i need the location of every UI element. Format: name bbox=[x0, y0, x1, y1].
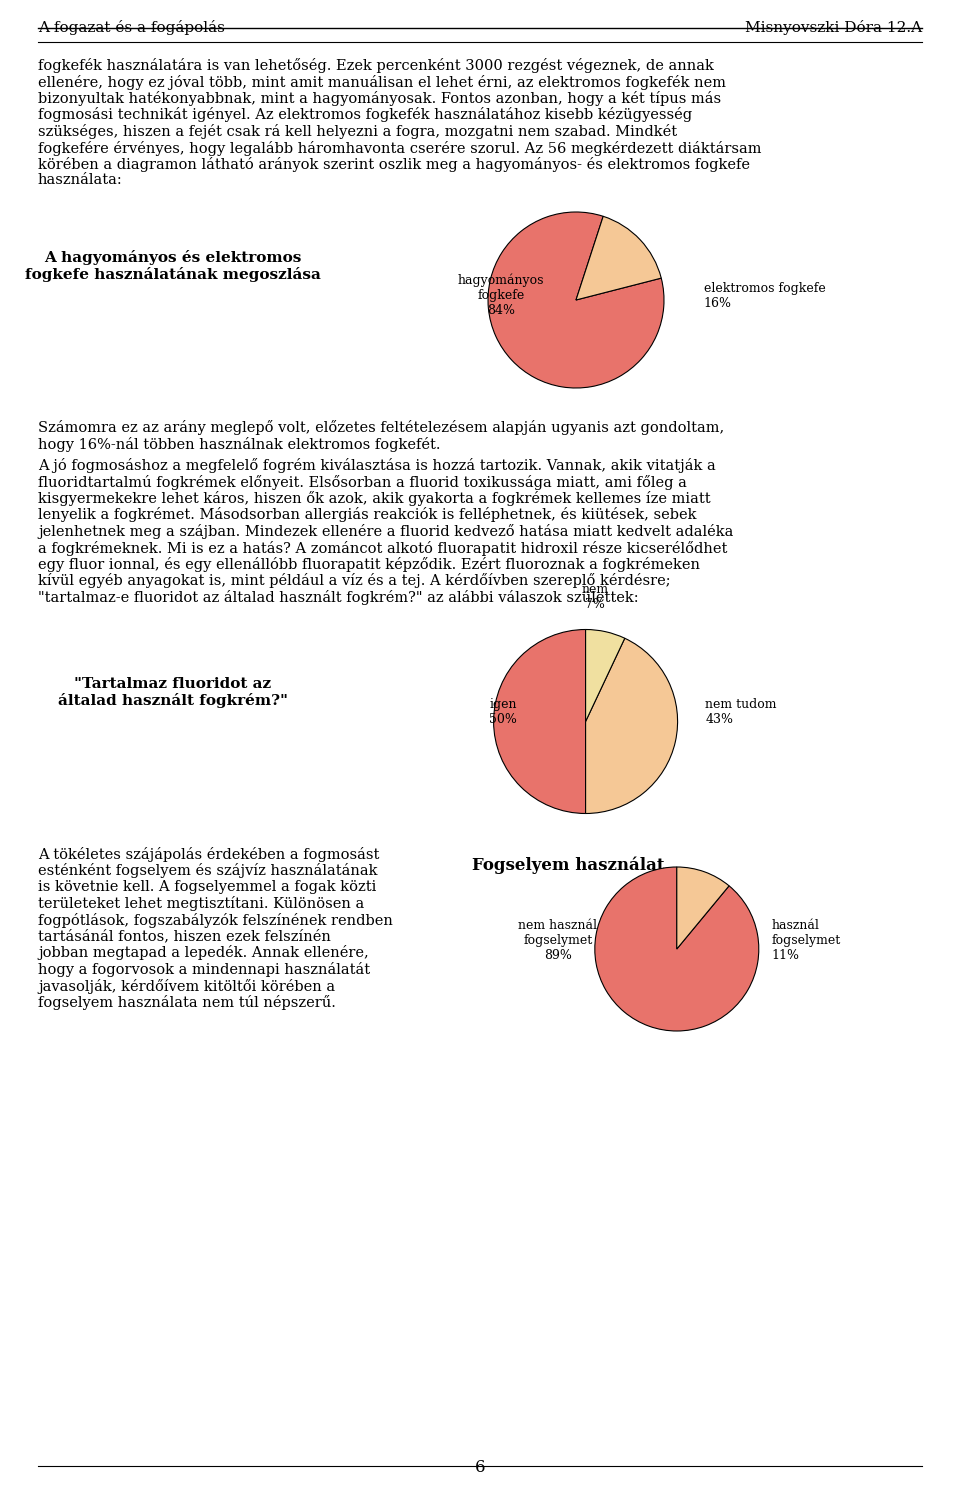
Text: A tökéletes szájápolás érdekében a fogmosást: A tökéletes szájápolás érdekében a fogmo… bbox=[38, 847, 379, 862]
Text: kívül egyéb anyagokat is, mint például a víz és a tej. A kérdőívben szereplő kér: kívül egyéb anyagokat is, mint például a… bbox=[38, 573, 671, 588]
Text: fogkefék használatára is van lehetőség. Ezek percenként 3000 rezgést végeznek, d: fogkefék használatára is van lehetőség. … bbox=[38, 58, 714, 73]
Text: fogmosási technikát igényel. Az elektromos fogkefék használatához kisebb kézügye: fogmosási technikát igényel. Az elektrom… bbox=[38, 107, 692, 122]
Text: igen
50%: igen 50% bbox=[489, 698, 516, 726]
Text: Misnyovszki Dóra 12.A: Misnyovszki Dóra 12.A bbox=[745, 19, 922, 36]
Text: hogy 16%-nál többen használnak elektromos fogkefét.: hogy 16%-nál többen használnak elektromo… bbox=[38, 436, 441, 451]
Text: A jó fogmosáshoz a megfelelő fogrém kiválasztása is hozzá tartozik. Vannak, akik: A jó fogmosáshoz a megfelelő fogrém kivá… bbox=[38, 458, 716, 473]
Text: Fogselyem használat: Fogselyem használat bbox=[471, 857, 664, 873]
Text: "tartalmaz-e fluoridot az általad használt fogkrém?" az alábbi válaszok születte: "tartalmaz-e fluoridot az általad haszná… bbox=[38, 591, 638, 606]
Text: használ
fogselymet
11%: használ fogselymet 11% bbox=[771, 920, 840, 963]
Text: a fogkrémeknek. Mi is ez a hatás? A zománcot alkotó fluorapatit hidroxil része k: a fogkrémeknek. Mi is ez a hatás? A zomá… bbox=[38, 540, 728, 555]
Text: egy fluor ionnal, és egy ellenállóbb fluorapatit képződik. Ezért fluoroznak a fo: egy fluor ionnal, és egy ellenállóbb flu… bbox=[38, 557, 700, 571]
Text: jobban megtapad a lepedék. Annak ellenére,: jobban megtapad a lepedék. Annak ellenér… bbox=[38, 945, 369, 960]
Text: "Tartalmaz fluoridot az
általad használt fogkrém?": "Tartalmaz fluoridot az általad használt… bbox=[58, 677, 288, 708]
Text: A hagyományos és elektromos
fogkefe használatának megoszlása: A hagyományos és elektromos fogkefe hasz… bbox=[25, 250, 321, 283]
Text: bizonyultak hatékonyabbnak, mint a hagyományosak. Fontos azonban, hogy a két típ: bizonyultak hatékonyabbnak, mint a hagyo… bbox=[38, 91, 721, 106]
Wedge shape bbox=[677, 868, 729, 949]
Text: esténként fogselyem és szájvíz használatának: esténként fogselyem és szájvíz használat… bbox=[38, 863, 377, 878]
Text: szükséges, hiszen a fejét csak rá kell helyezni a fogra, mozgatni nem szabad. Mi: szükséges, hiszen a fejét csak rá kell h… bbox=[38, 124, 677, 138]
Text: javasolják, kérdőívem kitöltői körében a: javasolják, kérdőívem kitöltői körében a bbox=[38, 979, 335, 994]
Text: fogselyem használata nem túl népszerű.: fogselyem használata nem túl népszerű. bbox=[38, 995, 336, 1010]
Text: lenyelik a fogkrémet. Másodsorban allergiás reakciók is felléphetnek, és kiütése: lenyelik a fogkrémet. Másodsorban allerg… bbox=[38, 507, 697, 522]
Text: nem tudom
43%: nem tudom 43% bbox=[706, 698, 777, 726]
Wedge shape bbox=[586, 629, 625, 722]
Wedge shape bbox=[586, 638, 678, 814]
Text: körében a diagramon látható arányok szerint oszlik meg a hagyományos- és elektro: körében a diagramon látható arányok szer… bbox=[38, 158, 750, 173]
Text: A fogazat és a fogápolás: A fogazat és a fogápolás bbox=[38, 19, 225, 36]
Text: jelenhetnek meg a szájban. Mindezek ellenére a fluorid kedvező hatása miatt kedv: jelenhetnek meg a szájban. Mindezek elle… bbox=[38, 524, 733, 539]
Text: tartásánál fontos, hiszen ezek felszínén: tartásánál fontos, hiszen ezek felszínén bbox=[38, 929, 331, 943]
Text: fluoridtartalmú fogkrémek előnyeit. Elsősorban a fluorid toxikussága miatt, ami : fluoridtartalmú fogkrémek előnyeit. Első… bbox=[38, 475, 686, 490]
Text: nem használ
fogselymet
89%: nem használ fogselymet 89% bbox=[518, 920, 597, 963]
Wedge shape bbox=[595, 868, 758, 1031]
Wedge shape bbox=[493, 629, 586, 814]
Text: 6: 6 bbox=[475, 1460, 485, 1476]
Text: elektromos fogkefe
16%: elektromos fogkefe 16% bbox=[704, 281, 826, 310]
Text: nem
7%: nem 7% bbox=[581, 583, 609, 612]
Wedge shape bbox=[576, 216, 661, 301]
Text: is követnie kell. A fogselyemmel a fogak közti: is követnie kell. A fogselyemmel a fogak… bbox=[38, 879, 376, 893]
Text: fogkefére érvényes, hogy legalább háromhavonta cserére szorul. Az 56 megkérdezet: fogkefére érvényes, hogy legalább háromh… bbox=[38, 140, 761, 156]
Text: hagyományos
fogkefe
84%: hagyományos fogkefe 84% bbox=[458, 274, 544, 317]
Text: kisgyermekekre lehet káros, hiszen ők azok, akik gyakorta a fogkrémek kellemes í: kisgyermekekre lehet káros, hiszen ők az… bbox=[38, 491, 710, 506]
Text: Számomra ez az arány meglepő volt, előzetes feltételezésem alapján ugyanis azt g: Számomra ez az arány meglepő volt, előze… bbox=[38, 420, 724, 434]
Text: ellenére, hogy ez jóval több, mint amit manuálisan el lehet érni, az elektromos : ellenére, hogy ez jóval több, mint amit … bbox=[38, 74, 726, 89]
Text: használata:: használata: bbox=[38, 174, 123, 187]
Wedge shape bbox=[488, 211, 664, 388]
Text: területeket lehet megtisztítani. Különösen a: területeket lehet megtisztítani. Különös… bbox=[38, 896, 364, 911]
Text: hogy a fogorvosok a mindennapi használatát: hogy a fogorvosok a mindennapi használat… bbox=[38, 963, 371, 978]
Text: fogpótlások, fogszabályzók felszínének rendben: fogpótlások, fogszabályzók felszínének r… bbox=[38, 912, 393, 927]
